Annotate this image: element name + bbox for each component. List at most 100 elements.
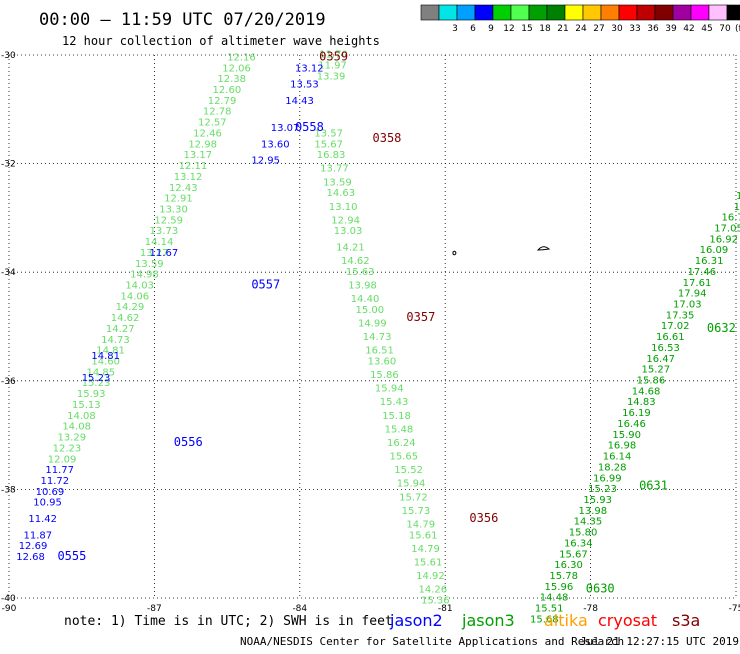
wave-height-label: 16.31 <box>695 256 724 267</box>
wave-height-label: 13.10 <box>329 202 358 213</box>
wave-height-label: 15.73 <box>402 506 431 517</box>
track-time-label: 0558 <box>295 120 324 134</box>
footer-note: note: 1) Time is in UTC; 2) SWH is in fe… <box>64 614 393 629</box>
legend-label: 9 <box>488 24 494 34</box>
legend-swatch <box>438 4 458 21</box>
footer-credit: NOAA/NESDIS Center for Satellite Applica… <box>240 635 624 648</box>
wave-height-label: 12.60 <box>213 85 242 96</box>
wave-height-label: 14.21 <box>336 242 365 253</box>
wave-height-label: 13.59 <box>323 177 352 188</box>
land-features <box>452 246 551 256</box>
wave-height-label: 12.16 <box>227 52 256 63</box>
legend-swatch <box>600 4 620 21</box>
wave-height-label: 17.35 <box>666 310 695 321</box>
legend-swatch <box>564 4 584 21</box>
wave-height-label: 13.07 <box>271 123 300 134</box>
legend-swatch <box>546 4 566 21</box>
wave-height-label: 11.87 <box>24 530 53 541</box>
wave-height-label: 15.86 <box>637 376 666 387</box>
satellite-key: jason2 jason3 altika cryosat s3a <box>389 611 700 630</box>
legend-label: 12 <box>503 24 514 34</box>
wave-height-label: 12.98 <box>188 139 217 150</box>
legend-swatch <box>690 4 710 21</box>
wave-height-label: 14.73 <box>101 335 130 346</box>
wave-height-label: 13.98 <box>348 280 377 291</box>
track-time-label: 0631 <box>639 478 668 492</box>
wave-height-label: 17.05 <box>714 223 740 234</box>
legend-label: 3 <box>452 24 458 34</box>
wave-height-label: 16.51 <box>365 346 394 357</box>
wave-height-label: 15.96 <box>545 582 574 593</box>
wave-height-label: 14.99 <box>358 319 387 330</box>
wave-height-label: 15.65 <box>389 452 418 463</box>
legend-label: 27 <box>593 24 604 34</box>
wave-height-label: 15.52 <box>394 465 423 476</box>
wave-height-label: 13.98 <box>578 506 607 517</box>
wave-height-label: 14.62 <box>341 256 370 267</box>
wave-height-label: 12.94 <box>331 215 360 226</box>
wave-height-label: 15.94 <box>375 384 404 395</box>
legend-label: 24 <box>575 24 587 34</box>
x-tick-label: -90 <box>2 604 17 614</box>
wave-height-label: 16.24 <box>387 438 416 449</box>
legend-swatch <box>528 4 548 21</box>
track-time-label: 0358 <box>373 131 402 145</box>
wave-height-label: 15.67 <box>559 549 588 560</box>
track-time-label: 0555 <box>57 549 86 563</box>
legend-swatch <box>654 4 674 21</box>
wave-height-label: 15.78 <box>549 571 578 582</box>
wave-height-label: 14.92 <box>416 571 445 582</box>
wave-height-label: 13.03 <box>334 226 363 237</box>
wave-height-label: 18.28 <box>598 462 627 473</box>
wave-height-label: 16.53 <box>651 343 680 354</box>
wave-height-label: 11.72 <box>41 476 70 487</box>
legend-swatch <box>726 4 740 21</box>
legend-label: 30 <box>611 24 623 34</box>
map-grid <box>8 54 737 599</box>
island-outline <box>536 246 551 251</box>
footer: note: 1) Time is in UTC; 2) SWH is in fe… <box>64 611 739 648</box>
footer-timestamp: Jul 21 12:27:15 UTC 2019 <box>580 635 739 648</box>
wave-height-label: 12.91 <box>164 194 193 205</box>
wave-height-label: 15.27 <box>641 365 670 376</box>
wave-height-label: 14.48 <box>540 593 569 604</box>
axis-ticks: -90 -87 -84 -81 -78 -75 -30 -32 -34 -36 -38 -40 <box>1 51 740 614</box>
legend-swatch <box>420 4 440 21</box>
wave-height-label: 11.67 <box>150 248 179 259</box>
wave-height-label: 12.68 <box>16 552 45 563</box>
track-time-label: 0557 <box>251 277 280 291</box>
wave-height-label: 14.43 <box>285 96 314 107</box>
wave-height-label: 13.60 <box>368 357 397 368</box>
y-tick-label: -32 <box>1 160 16 170</box>
wave-height-label: 14.63 <box>326 188 355 199</box>
legend-label: 6 <box>470 24 476 34</box>
wave-height-label: 16.61 <box>656 332 685 343</box>
x-tick-label: -81 <box>438 604 453 614</box>
wave-height-label: 17.03 <box>673 299 702 310</box>
legend-label: 70 <box>719 24 731 34</box>
wave-height-label: 15.23 <box>82 373 111 384</box>
track-time-label: 0359 <box>319 49 348 63</box>
wave-height-label: 12.95 <box>251 156 280 167</box>
wave-height-label: 13.12 <box>295 63 324 74</box>
wave-height-label: 12.78 <box>203 107 232 118</box>
satellite-key-label: cryosat <box>598 611 657 630</box>
y-tick-label: -36 <box>1 377 16 387</box>
wave-height-label: 15.68 <box>530 614 559 625</box>
legend-unit: (ft) <box>735 24 740 34</box>
wave-height-label: 17.46 <box>688 267 717 278</box>
wave-height-label: 14.26 <box>419 585 448 596</box>
wave-height-label: 15.51 <box>535 604 564 615</box>
wave-height-label: 11.97 <box>318 61 347 72</box>
wave-height-label: 14.81 <box>91 351 120 362</box>
wave-height-label: 16.98 <box>608 441 637 452</box>
wave-height-label: 14.60 <box>91 357 120 368</box>
wave-height-label: 13.27 <box>140 248 169 259</box>
legend-label: 42 <box>683 24 694 34</box>
wave-height-label: 14.40 <box>351 294 380 305</box>
legend-label: 39 <box>665 24 677 34</box>
track-time-labels: 0359 0358 0357 0356 0555 0556 0557 0558 0630 0631… <box>57 49 735 595</box>
wave-height-label: 14.5 <box>734 202 740 213</box>
legend-swatch <box>510 4 530 21</box>
